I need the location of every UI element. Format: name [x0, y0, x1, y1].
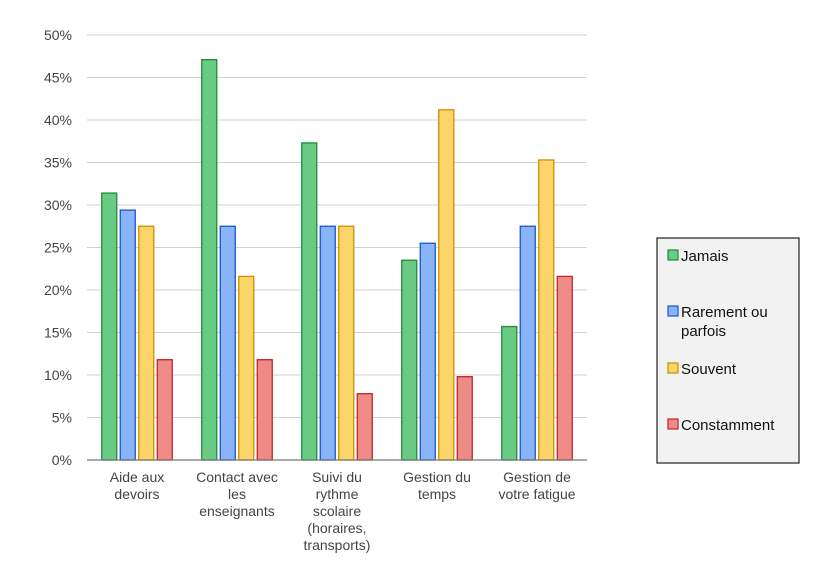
x-category-label: devoirs: [114, 486, 159, 502]
legend: Jamais Rarement ou parfois Souvent Constamme…: [656, 237, 800, 464]
y-axis-tick-labels: 0% 5% 10% 15% 20% 25% 30% 35% 40% 45% 50%: [44, 27, 72, 468]
legend-label: Rarement ou: [681, 304, 768, 321]
bar-constamment: [156, 359, 173, 461]
y-tick-label: 15%: [44, 325, 72, 341]
legend-swatch: [667, 305, 679, 317]
y-tick-label: 40%: [44, 112, 72, 128]
bar-souvent: [438, 109, 455, 461]
bar-constamment: [256, 359, 273, 461]
x-category-label: Gestion du: [403, 469, 471, 485]
bar-constamment: [456, 376, 473, 461]
bar-jamais: [201, 59, 218, 461]
bar-constamment: [556, 275, 573, 461]
y-tick-label: 45%: [44, 70, 72, 86]
bar-jamais: [101, 192, 118, 461]
bar-souvent: [138, 225, 155, 461]
bar-rarement-ou-parfois: [419, 242, 436, 461]
x-category-label: Aide aux: [110, 469, 164, 485]
y-tick-label: 50%: [44, 27, 72, 43]
bar-souvent: [538, 159, 555, 461]
y-tick-label: 5%: [52, 410, 72, 426]
legend-label: parfois: [681, 323, 726, 340]
y-tick-label: 20%: [44, 282, 72, 298]
x-category-label: (horaires,: [307, 520, 366, 536]
bar-jamais: [301, 142, 318, 461]
x-category-label: temps: [418, 486, 456, 502]
bar-rarement-ou-parfois: [219, 225, 236, 461]
legend-box: [656, 237, 800, 464]
x-category-label: les: [228, 486, 246, 502]
y-tick-label: 10%: [44, 367, 72, 383]
bar-souvent: [338, 225, 355, 461]
x-category-label: transports): [304, 537, 371, 553]
legend-label: Souvent: [681, 361, 737, 378]
x-category-label: Suivi du: [312, 469, 362, 485]
x-category-label: votre fatigue: [498, 486, 575, 502]
legend-swatch: [667, 362, 679, 374]
bar-jamais: [501, 325, 518, 461]
bar-rarement-ou-parfois: [119, 209, 136, 461]
y-tick-label: 25%: [44, 240, 72, 256]
legend-swatch: [667, 418, 679, 430]
x-category-label: Gestion de: [503, 469, 571, 485]
bars: [101, 59, 573, 461]
x-category-label: Contact avec: [196, 469, 278, 485]
bar-souvent: [238, 275, 255, 461]
y-tick-label: 30%: [44, 197, 72, 213]
legend-swatch: [667, 249, 679, 261]
y-tick-label: 35%: [44, 155, 72, 171]
x-category-label: scolaire: [313, 503, 361, 519]
y-tick-label: 0%: [52, 452, 72, 468]
x-category-label: enseignants: [199, 503, 275, 519]
bar-rarement-ou-parfois: [519, 225, 536, 461]
legend-label: Jamais: [681, 248, 729, 265]
bar-constamment: [356, 393, 373, 461]
bar-rarement-ou-parfois: [319, 225, 336, 461]
x-category-label: rythme: [316, 486, 359, 502]
legend-label: Constamment: [681, 417, 775, 434]
bar-jamais: [401, 259, 418, 461]
